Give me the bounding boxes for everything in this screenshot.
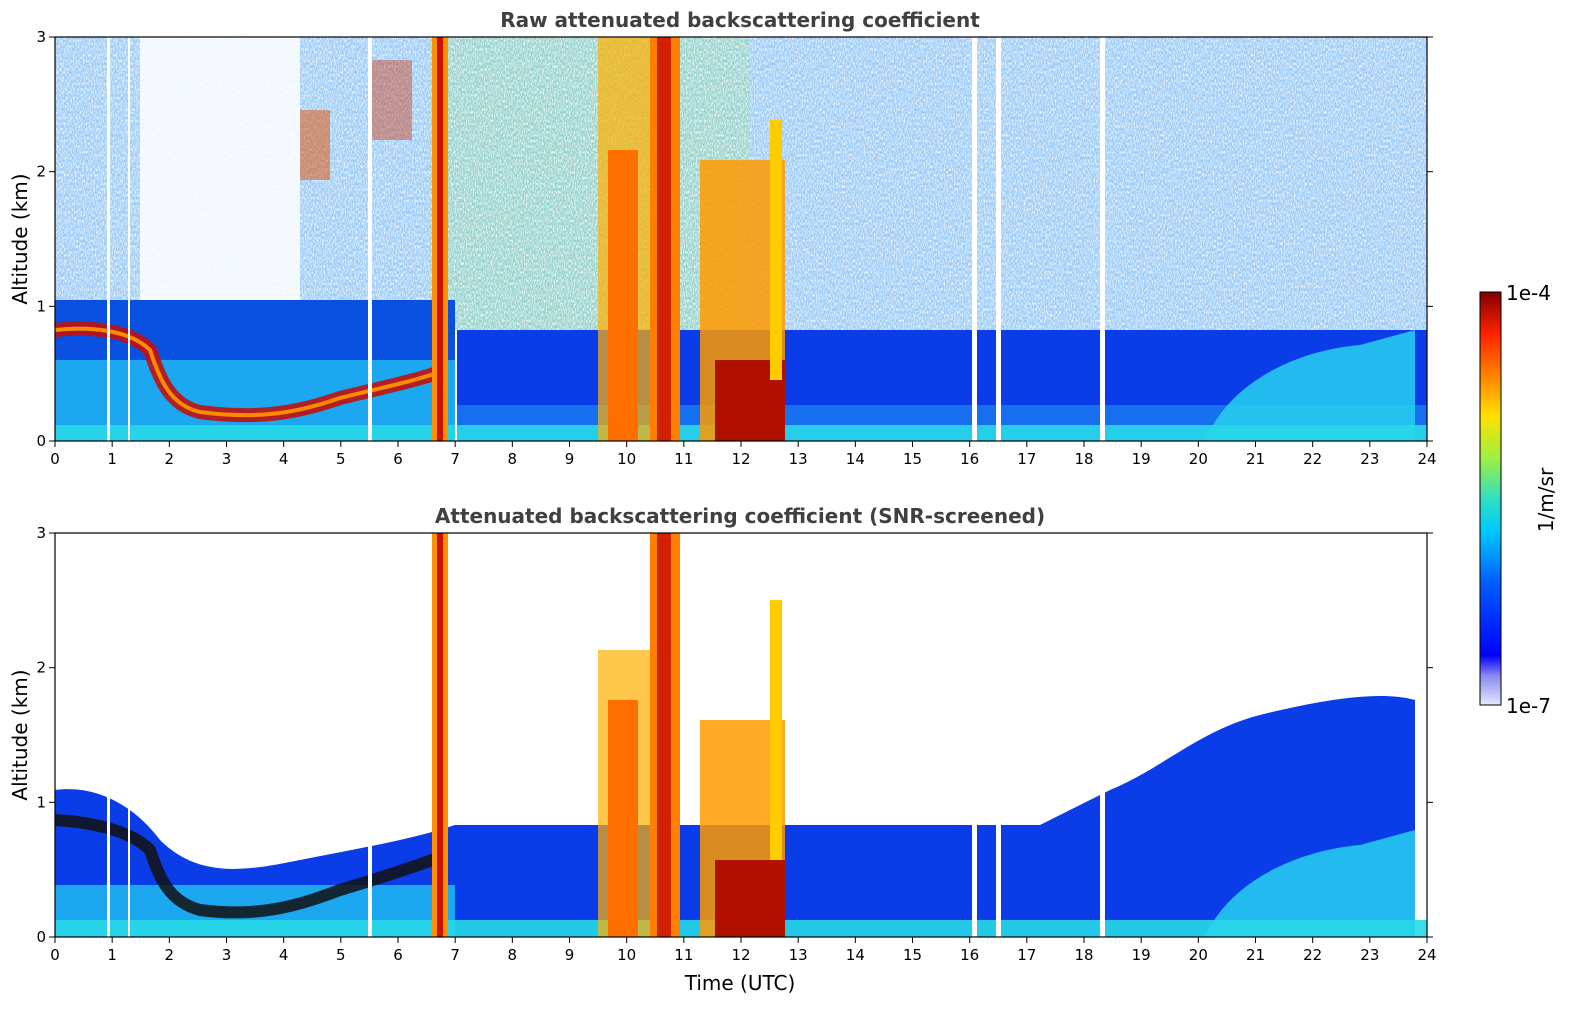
panel-2-title: Attenuated backscattering coefficient (S… — [435, 504, 1045, 528]
x-tick-label: 20 — [1189, 946, 1208, 964]
x-tick-label: 4 — [279, 946, 289, 964]
x-tick-label: 19 — [1132, 450, 1151, 468]
x-tick-label: 18 — [1074, 450, 1093, 468]
screened-cloud-columns — [432, 533, 785, 937]
y-tick-label: 2 — [36, 659, 46, 677]
x-tick-label: 3 — [222, 946, 232, 964]
x-tick-label: 15 — [903, 946, 922, 964]
x-tick-label: 7 — [450, 946, 460, 964]
x-tick-label: 1 — [107, 450, 117, 468]
x-tick-label: 23 — [1360, 946, 1379, 964]
x-tick-label: 2 — [165, 450, 175, 468]
panel-raw: Raw attenuated backscattering coefficien… — [8, 8, 1437, 468]
x-tick-label: 12 — [731, 946, 750, 964]
raw-cloud-columns — [300, 37, 785, 441]
x-tick-label: 9 — [565, 946, 575, 964]
y-tick-label: 1 — [36, 793, 46, 811]
panel-2-x-axis: 0 1 2 3 4 5 6 7 8 9 10 11 12 13 14 15 16 17 18 19 20 21 22 23 24 — [50, 937, 1437, 964]
screened-data-gaps — [107, 533, 1105, 937]
x-tick-label: 23 — [1360, 450, 1379, 468]
x-tick-label: 18 — [1074, 946, 1093, 964]
colorbar-ramp — [1479, 291, 1502, 706]
x-tick-label: 14 — [846, 450, 865, 468]
y-tick-label: 0 — [36, 432, 46, 450]
x-tick-label: 20 — [1189, 450, 1208, 468]
panel-1-y-axis: 0 1 2 3 — [36, 28, 1433, 450]
colorbar-unit-label: 1/m/sr — [1534, 467, 1558, 532]
x-tick-label: 5 — [336, 946, 346, 964]
y-tick-label: 3 — [36, 28, 46, 46]
x-tick-label: 0 — [50, 946, 60, 964]
colorbar-min-label: 1e-7 — [1506, 694, 1551, 718]
panel-1-heatmap — [54, 37, 1427, 441]
x-tick-label: 16 — [960, 450, 979, 468]
x-tick-label: 14 — [846, 946, 865, 964]
panel-1-title: Raw attenuated backscattering coefficien… — [500, 8, 980, 32]
panel-screened: Attenuated backscattering coefficient (S… — [8, 504, 1437, 995]
x-tick-label: 11 — [674, 946, 693, 964]
x-tick-label: 17 — [1017, 450, 1036, 468]
x-tick-label: 6 — [393, 946, 403, 964]
raw-data-gaps — [107, 37, 1105, 441]
x-tick-label: 10 — [617, 946, 636, 964]
panel-1-x-axis: 0 1 2 3 4 5 6 7 8 9 10 11 12 13 14 15 16 17 18 19 20 21 22 23 24 — [50, 441, 1437, 468]
x-tick-label: 21 — [1246, 450, 1265, 468]
x-tick-label: 4 — [279, 450, 289, 468]
panel-2-heatmap — [54, 533, 1427, 937]
x-tick-label: 13 — [789, 946, 808, 964]
colorbar: 1e-4 1e-7 1/m/sr — [1479, 281, 1558, 718]
x-tick-label: 12 — [731, 450, 750, 468]
x-tick-label: 8 — [508, 450, 518, 468]
x-tick-label: 3 — [222, 450, 232, 468]
x-tick-label: 1 — [107, 946, 117, 964]
x-tick-label: 19 — [1132, 946, 1151, 964]
y-tick-label: 1 — [36, 297, 46, 315]
y-tick-label: 3 — [36, 524, 46, 542]
x-tick-label: 22 — [1303, 450, 1322, 468]
x-tick-label: 15 — [903, 450, 922, 468]
colorbar-max-label: 1e-4 — [1506, 281, 1551, 305]
x-tick-label: 0 — [50, 450, 60, 468]
y-tick-label: 2 — [36, 163, 46, 181]
panel-2-ylabel: Altitude (km) — [8, 669, 32, 800]
x-axis-label: Time (UTC) — [684, 971, 796, 995]
x-tick-label: 21 — [1246, 946, 1265, 964]
x-tick-label: 13 — [789, 450, 808, 468]
x-tick-label: 11 — [674, 450, 693, 468]
x-tick-label: 7 — [450, 450, 460, 468]
x-tick-label: 24 — [1417, 946, 1436, 964]
x-tick-label: 9 — [565, 450, 575, 468]
x-tick-label: 24 — [1417, 450, 1436, 468]
y-tick-label: 0 — [36, 928, 46, 946]
panel-2-y-axis: 0 1 2 3 — [36, 524, 1433, 946]
x-tick-label: 17 — [1017, 946, 1036, 964]
x-tick-label: 10 — [617, 450, 636, 468]
x-tick-label: 22 — [1303, 946, 1322, 964]
x-tick-label: 8 — [508, 946, 518, 964]
x-tick-label: 16 — [960, 946, 979, 964]
x-tick-label: 2 — [165, 946, 175, 964]
x-tick-label: 6 — [393, 450, 403, 468]
raw-aerosol-plume — [1205, 330, 1415, 441]
x-tick-label: 5 — [336, 450, 346, 468]
panel-1-ylabel: Altitude (km) — [8, 173, 32, 304]
